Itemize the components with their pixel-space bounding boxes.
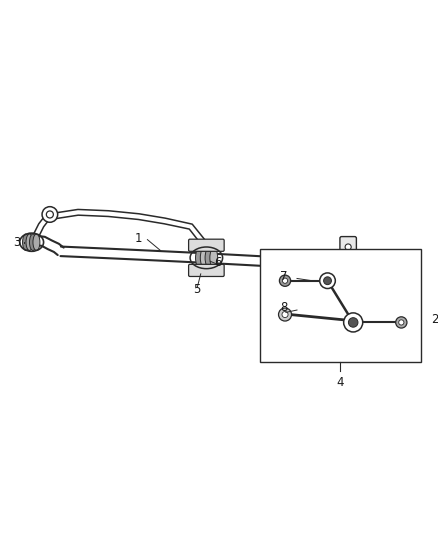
Circle shape [396, 317, 407, 328]
Text: 4: 4 [337, 376, 344, 389]
FancyBboxPatch shape [340, 237, 357, 264]
Circle shape [320, 273, 336, 288]
Circle shape [279, 308, 292, 321]
Ellipse shape [205, 248, 213, 268]
Text: 6: 6 [214, 256, 221, 269]
Ellipse shape [195, 248, 203, 268]
Ellipse shape [200, 248, 208, 268]
Circle shape [282, 311, 288, 318]
Text: 7: 7 [280, 270, 288, 282]
Circle shape [324, 277, 332, 285]
Circle shape [345, 244, 351, 250]
FancyBboxPatch shape [189, 264, 224, 277]
Circle shape [344, 313, 363, 332]
Circle shape [279, 275, 291, 286]
Ellipse shape [26, 234, 33, 251]
Ellipse shape [33, 234, 40, 251]
Ellipse shape [22, 234, 29, 251]
Text: 2: 2 [431, 312, 438, 326]
Circle shape [348, 318, 358, 327]
FancyBboxPatch shape [260, 249, 420, 362]
Text: 8: 8 [280, 301, 288, 314]
Circle shape [399, 320, 404, 325]
FancyBboxPatch shape [189, 239, 224, 252]
Circle shape [42, 207, 58, 222]
Circle shape [283, 278, 288, 284]
Text: 5: 5 [194, 283, 201, 296]
Ellipse shape [210, 248, 218, 268]
Circle shape [345, 253, 351, 259]
Text: 3: 3 [14, 236, 21, 249]
Text: 1: 1 [135, 232, 142, 245]
Ellipse shape [29, 234, 36, 251]
Circle shape [46, 211, 53, 218]
